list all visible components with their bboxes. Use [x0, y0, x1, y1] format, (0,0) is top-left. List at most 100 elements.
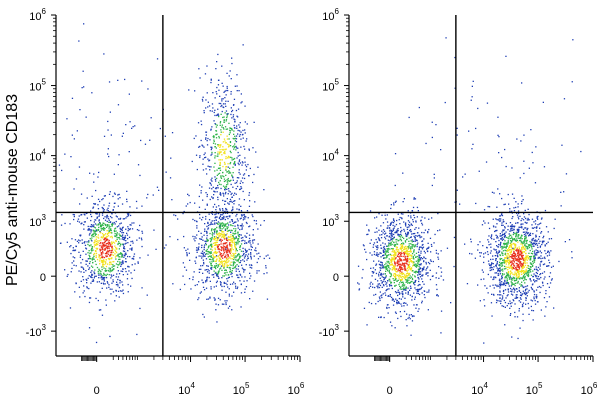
event-dot	[409, 246, 412, 248]
event-dot	[513, 258, 515, 261]
event-dot	[236, 90, 238, 92]
event-dot	[515, 243, 517, 246]
event-dot	[228, 156, 231, 158]
event-dot	[110, 258, 113, 260]
event-dot	[215, 239, 217, 241]
event-dot	[224, 264, 226, 266]
event-dot	[402, 302, 405, 304]
event-dot	[514, 282, 517, 284]
event-dot	[128, 213, 130, 215]
event-dot	[84, 244, 87, 246]
event-dot	[413, 197, 415, 199]
event-dot	[103, 263, 105, 266]
event-dot	[489, 269, 491, 272]
event-dot	[93, 252, 96, 255]
event-dot	[265, 265, 267, 267]
event-dot	[400, 243, 403, 245]
event-dot	[199, 145, 201, 148]
event-dot	[118, 296, 120, 298]
event-dot	[486, 251, 489, 253]
event-dot	[548, 259, 550, 261]
event-dot	[409, 275, 411, 277]
event-dot	[530, 245, 533, 247]
event-dot	[104, 283, 106, 285]
event-dot	[442, 279, 445, 281]
event-dot	[109, 255, 111, 257]
event-dot	[416, 206, 419, 209]
event-dot	[229, 191, 231, 193]
event-dot	[106, 209, 108, 211]
event-dot	[219, 225, 221, 227]
event-dot	[222, 131, 224, 133]
event-dot	[243, 173, 246, 175]
event-dot	[390, 261, 392, 263]
event-dot	[515, 275, 517, 277]
event-dot	[219, 239, 221, 242]
event-dot	[222, 192, 224, 194]
event-dot	[377, 280, 379, 282]
event-dot	[220, 265, 223, 267]
event-dot	[103, 238, 105, 241]
event-dot	[98, 255, 100, 258]
event-dot	[396, 246, 398, 248]
event-dot	[522, 266, 524, 268]
event-dot	[404, 241, 407, 243]
event-dot	[77, 220, 79, 222]
event-dot	[213, 111, 215, 114]
event-dot	[103, 243, 105, 245]
event-dot	[532, 260, 534, 263]
event-dot	[427, 247, 429, 249]
event-dot	[529, 259, 532, 261]
event-dot	[372, 272, 374, 274]
event-dot	[98, 309, 101, 311]
event-dot	[226, 212, 229, 214]
event-dot	[358, 283, 360, 285]
event-dot	[107, 210, 109, 212]
event-dot	[128, 151, 130, 153]
event-dot	[207, 101, 209, 103]
event-dot	[385, 275, 387, 277]
event-dot	[203, 110, 205, 112]
event-dot	[381, 230, 383, 232]
event-dot	[165, 244, 167, 246]
event-dot	[59, 242, 62, 244]
event-dot	[268, 257, 271, 259]
event-dot	[93, 272, 96, 274]
event-dot	[125, 228, 127, 230]
event-dot	[403, 198, 405, 200]
event-dot	[219, 208, 221, 210]
event-dot	[109, 262, 111, 264]
event-dot	[203, 263, 205, 265]
event-dot	[194, 202, 196, 204]
event-dot	[104, 241, 106, 243]
event-dot	[417, 264, 419, 266]
event-dot	[92, 225, 94, 227]
event-dot	[119, 217, 122, 220]
event-dot	[524, 243, 526, 245]
event-dot	[407, 254, 409, 256]
event-dot	[228, 138, 230, 140]
event-dot	[535, 252, 538, 254]
event-dot	[378, 253, 380, 255]
event-dot	[164, 135, 166, 137]
event-dot	[499, 271, 501, 273]
event-dot	[82, 70, 84, 72]
event-dot	[495, 249, 497, 251]
event-dot	[393, 266, 395, 268]
event-dot	[93, 235, 95, 238]
event-dot	[83, 86, 85, 88]
event-dot	[141, 80, 143, 82]
event-dot	[399, 279, 401, 281]
event-dot	[390, 284, 392, 286]
event-dot	[220, 176, 222, 178]
event-dot	[533, 221, 535, 223]
event-dot	[234, 200, 236, 202]
event-dot	[210, 263, 212, 265]
event-dot	[411, 210, 413, 212]
event-dot	[515, 279, 517, 282]
event-dot	[217, 264, 219, 266]
event-dot	[101, 248, 103, 250]
event-dot	[243, 260, 245, 262]
event-dot	[497, 285, 500, 287]
event-dot	[227, 258, 229, 261]
